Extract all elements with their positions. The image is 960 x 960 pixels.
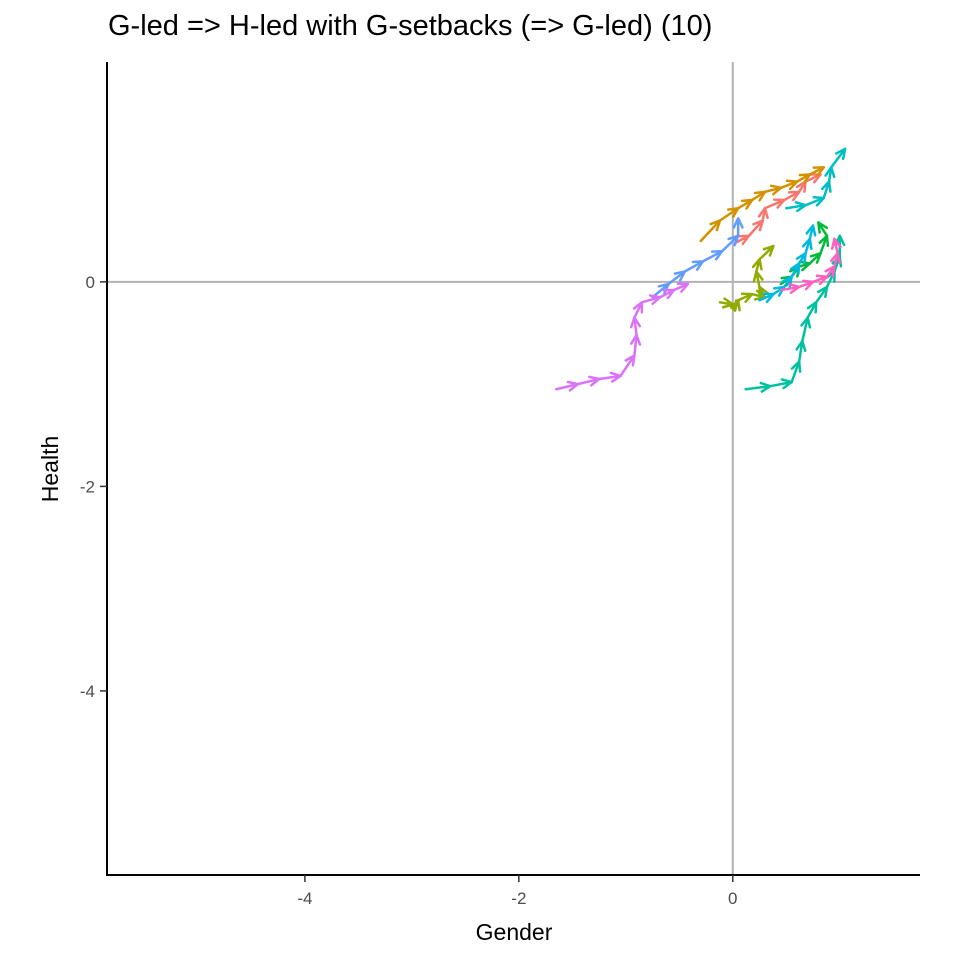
series-segment [763, 198, 786, 210]
series-segment [701, 249, 724, 263]
series-segment [785, 203, 807, 210]
chart-title: G-led => H-led with G-setbacks (=> G-led… [108, 10, 713, 42]
series-segment [768, 380, 793, 388]
series-path-6 [758, 224, 817, 304]
series-segment [576, 377, 601, 386]
series-segment [819, 234, 829, 255]
series-arrowhead [762, 244, 775, 257]
y-tick-label: -2 [80, 477, 95, 496]
y-axis-title: Health [37, 436, 63, 502]
series-segment [683, 260, 705, 273]
series-segment [806, 301, 818, 319]
series-segment [651, 282, 670, 299]
series-arrowhead [676, 282, 690, 293]
reference-lines [107, 62, 920, 875]
series-arrowhead [830, 237, 842, 250]
series-segment [640, 295, 662, 304]
series-layer [555, 147, 847, 393]
series-segment [597, 374, 622, 381]
x-axis-title: Gender [476, 919, 553, 945]
series-segment [804, 196, 825, 207]
series-arrowhead [732, 217, 744, 229]
series-segment [633, 316, 638, 337]
series-path-3 [718, 244, 775, 312]
series-segment [814, 285, 829, 304]
series-segment [619, 354, 636, 378]
series-segment [699, 219, 722, 243]
series-path-7 [785, 147, 847, 213]
x-tick-label: -4 [297, 889, 312, 908]
series-segment [744, 384, 772, 391]
series-path-2 [699, 166, 825, 243]
series-segment [747, 219, 764, 238]
series-arrowhead [817, 221, 829, 234]
axes [106, 62, 920, 876]
series-segment [801, 316, 809, 343]
series-segment [555, 382, 579, 391]
series-arrowhead [812, 166, 825, 177]
ticks: -4 -2 0 0 -2 -4 [80, 273, 738, 908]
series-segment [797, 339, 804, 363]
series-path-8 [651, 217, 744, 299]
series-segment [779, 285, 801, 292]
series-segment [829, 147, 847, 169]
y-tick-label: 0 [86, 273, 95, 292]
series-segment [720, 234, 740, 253]
series-path-1 [733, 173, 822, 246]
series-segment [718, 206, 740, 222]
series-segment [758, 244, 775, 261]
y-tick-label: -4 [80, 682, 95, 701]
series-path-10 [779, 237, 842, 295]
series-segment [667, 270, 686, 286]
series-path-9 [555, 282, 690, 392]
series-arrowhead [834, 147, 847, 160]
series-segment [633, 333, 638, 357]
x-tick-label: -2 [511, 889, 526, 908]
series-arrowhead [805, 224, 817, 237]
series-arrowhead [809, 173, 822, 184]
series-segment [790, 360, 801, 384]
x-tick-label: 0 [728, 889, 737, 908]
